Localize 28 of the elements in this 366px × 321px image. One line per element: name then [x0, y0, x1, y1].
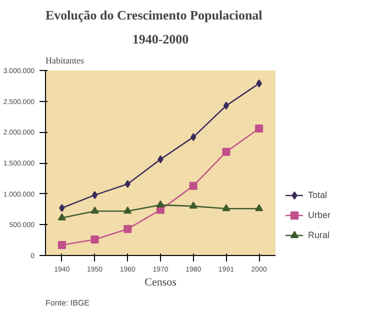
legend-label: Rural	[308, 230, 330, 240]
point	[124, 180, 130, 188]
point	[189, 182, 198, 190]
chart-subtitle: 1940-2000	[132, 32, 189, 46]
point	[124, 206, 132, 214]
point	[256, 79, 262, 88]
point	[255, 204, 264, 212]
x-axis-title: Censos	[144, 276, 176, 288]
point	[124, 224, 132, 233]
legend-label: Total	[308, 190, 328, 200]
point	[59, 204, 65, 212]
point	[158, 155, 164, 164]
legend-label: Urber	[308, 210, 331, 220]
y-axis-title: Habitantes	[46, 56, 84, 66]
point	[58, 213, 66, 220]
point	[156, 200, 164, 208]
source-note: Fonte: IBGE	[46, 298, 90, 308]
point	[90, 235, 99, 244]
point	[223, 102, 230, 110]
point	[90, 206, 99, 214]
point	[222, 204, 230, 212]
point	[92, 191, 98, 200]
point	[222, 148, 230, 156]
chart-title: Evolução do Crescimento Populacional	[46, 8, 263, 22]
point	[189, 202, 198, 209]
point	[58, 241, 66, 250]
point	[190, 133, 196, 142]
point	[255, 124, 264, 132]
